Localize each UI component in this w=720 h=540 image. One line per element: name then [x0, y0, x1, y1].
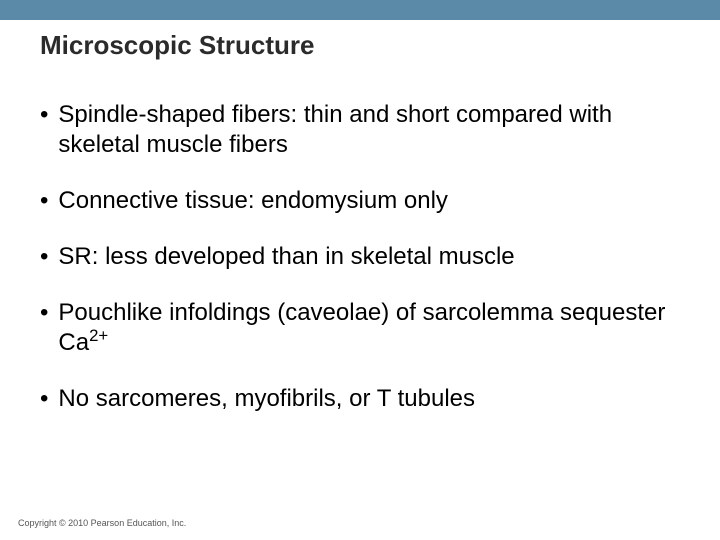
bullet-mark: •	[40, 384, 48, 414]
list-item: • Spindle-shaped fibers: thin and short …	[40, 100, 680, 160]
bullet-mark: •	[40, 100, 48, 160]
top-accent-bar	[0, 0, 720, 20]
bullet-text: SR: less developed than in skeletal musc…	[58, 242, 680, 272]
list-item: • No sarcomeres, myofibrils, or T tubule…	[40, 384, 680, 414]
bullet-text: Connective tissue: endomysium only	[58, 186, 680, 216]
bullet-text: Pouchlike infoldings (caveolae) of sarco…	[58, 298, 680, 358]
list-item: • Connective tissue: endomysium only	[40, 186, 680, 216]
bullet-text: Spindle-shaped fibers: thin and short co…	[58, 100, 680, 160]
slide-title: Microscopic Structure	[40, 30, 315, 61]
list-item: • Pouchlike infoldings (caveolae) of sar…	[40, 298, 680, 358]
bullet-mark: •	[40, 242, 48, 272]
bullet-text: No sarcomeres, myofibrils, or T tubules	[58, 384, 680, 414]
bullet-mark: •	[40, 298, 48, 358]
copyright-text: Copyright © 2010 Pearson Education, Inc.	[18, 518, 186, 528]
list-item: • SR: less developed than in skeletal mu…	[40, 242, 680, 272]
bullet-mark: •	[40, 186, 48, 216]
bullet-list: • Spindle-shaped fibers: thin and short …	[40, 100, 680, 440]
